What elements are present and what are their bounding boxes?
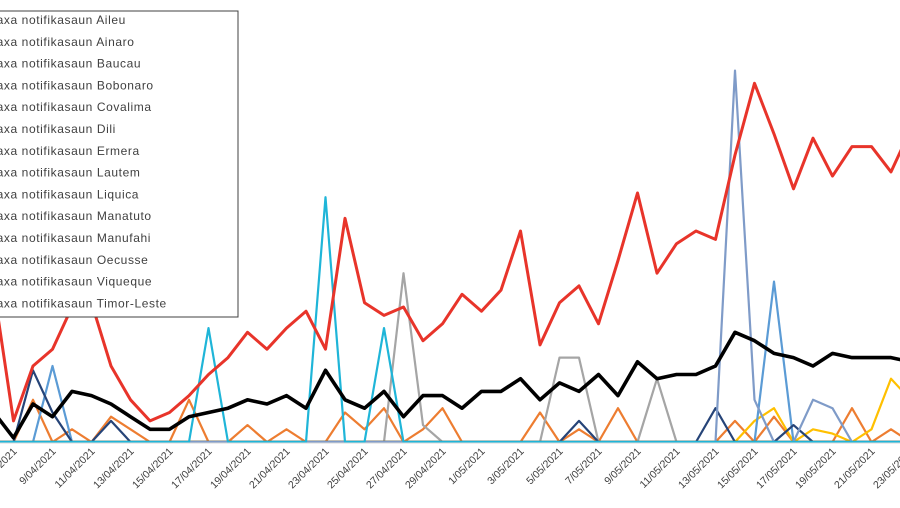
legend-entry: Taxa notifikasaun Aileu: [0, 13, 126, 27]
legend: Taxa notifikasaun Aileu Taxa notifikasaun…: [0, 10, 239, 318]
series-line-oecusse: [0, 196, 900, 444]
legend-entry: Taxa notifikasaun Oecusse: [0, 253, 148, 267]
legend-box: [0, 10, 239, 318]
legend-entry: Taxa notifikasaun Viqueque: [0, 275, 152, 289]
x-tick-label: 21/05/2021: [832, 446, 878, 492]
series-line-timor-leste: [0, 330, 900, 440]
legend-entry: Taxa notifikasaun Baucau: [0, 57, 141, 71]
x-tick-label: 19/05/2021: [793, 446, 839, 492]
x-tick-label: 5/05/2021: [524, 446, 566, 488]
x-tick-label: 7/05/2021: [563, 446, 605, 488]
x-tick-label: 23/04/2021: [286, 446, 332, 492]
x-tick-label: 15/04/2021: [130, 446, 176, 492]
x-tick-label: 3/05/2021: [485, 446, 527, 488]
x-tick-label: 13/04/2021: [91, 446, 137, 492]
series-line-viqueque: [0, 81, 900, 423]
legend-entry: Taxa notifikasaun Ainaro: [0, 35, 134, 49]
x-tick-label: 25/04/2021: [325, 446, 371, 492]
x-tick-label: 17/05/2021: [754, 446, 800, 492]
legend-entry: Taxa notifikasaun Covalima: [0, 100, 152, 114]
x-tick-label: 1/05/2021: [446, 446, 488, 488]
x-tick-label: 13/05/2021: [676, 446, 722, 492]
legend-entry: Taxa notifikasaun Manufahi: [0, 231, 151, 245]
x-tick-label: 17/04/2021: [169, 446, 215, 492]
legend-entry: Taxa notifikasaun Dili: [0, 122, 116, 136]
plot-lines: [0, 69, 900, 444]
legend-entry: Taxa notifikasaun Bobonaro: [0, 78, 154, 92]
legend-entry: Taxa notifikasaun Lautem: [0, 166, 140, 180]
legend-entry: Taxa notifikasaun Liquica: [0, 187, 139, 201]
legend-entry: Taxa notifikasaun Timor-Leste: [0, 296, 167, 310]
x-tick-label: 19/04/2021: [208, 446, 254, 492]
legend-entry: Taxa notifikasaun Ermera: [0, 144, 140, 158]
x-axis: 7/04/20219/04/202111/04/202113/04/202115…: [0, 442, 900, 492]
x-tick-label: 21/04/2021: [247, 446, 293, 492]
x-tick-label: 15/05/2021: [715, 446, 761, 492]
x-tick-label: 27/04/2021: [364, 446, 410, 492]
x-tick-label: 7/04/2021: [0, 446, 20, 488]
legend-entry: Taxa notifikasaun Manatuto: [0, 209, 152, 223]
x-tick-label: 29/04/2021: [403, 446, 449, 492]
